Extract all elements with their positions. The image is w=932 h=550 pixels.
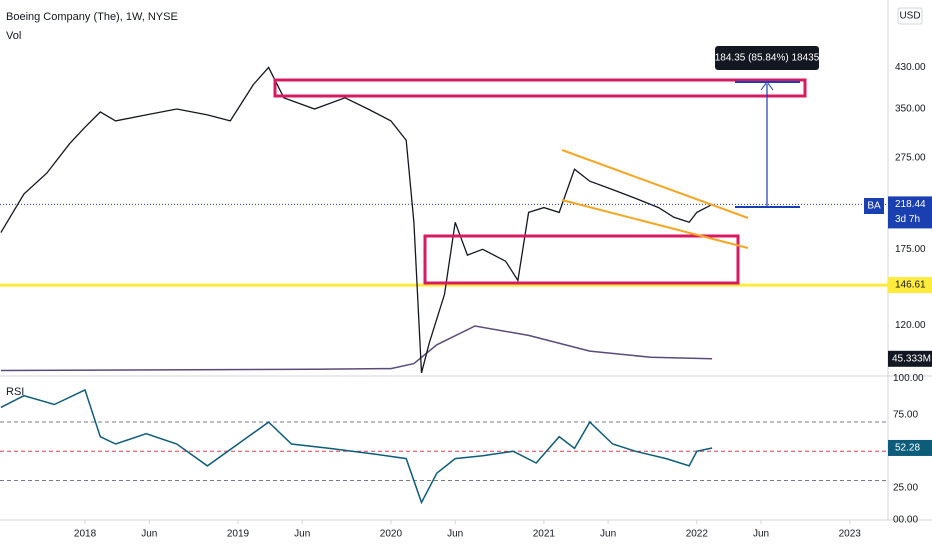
- rsi-tag: [888, 439, 932, 456]
- x-tick-label: 2023: [839, 529, 862, 540]
- x-tick-label: Jun: [141, 529, 157, 540]
- x-tick-label: Jun: [294, 529, 310, 540]
- series-line: [0, 388, 713, 505]
- price-tag: [888, 196, 932, 229]
- support-value: 146.61: [895, 280, 926, 291]
- y-tick-label: 430.00: [895, 62, 926, 73]
- rsi-value: 52.28: [895, 443, 920, 454]
- ticker: BA: [867, 201, 881, 212]
- currency: USD: [899, 11, 920, 22]
- support-tag: [888, 277, 932, 294]
- y-tick-label: 350.00: [895, 104, 926, 115]
- rsi-tick-label: 00.00: [893, 515, 918, 526]
- x-tick-label: 2020: [380, 529, 403, 540]
- currency-box: [897, 7, 923, 25]
- volume-tag: [888, 350, 932, 367]
- rsi-tick-label: 100.00: [893, 373, 924, 384]
- measure-box: [715, 46, 819, 70]
- x-tick-label: 2021: [533, 529, 556, 540]
- volume-title: Vol: [6, 30, 21, 42]
- symbol: Boeing Company (The), 1W, NYSE: [6, 11, 178, 23]
- rsi-tick-label: 25.00: [893, 482, 918, 493]
- y-tick-label: 175.00: [895, 244, 926, 255]
- countdown: 3d 7h: [895, 214, 920, 225]
- x-tick-label: Jun: [600, 529, 616, 540]
- y-tick-label: 275.00: [895, 152, 926, 163]
- series-line: [0, 325, 713, 372]
- ticker-tag: [864, 198, 884, 214]
- price-axis: [888, 0, 932, 550]
- channel-line: [561, 149, 749, 219]
- x-tick-label: 2018: [74, 529, 97, 540]
- x-tick-label: 2022: [686, 529, 709, 540]
- rsi-title: RSI: [6, 386, 24, 398]
- x-tick-label: 2019: [227, 529, 250, 540]
- support-box: [423, 234, 740, 285]
- last-price: 218.44: [895, 199, 926, 210]
- volume-value: 45.333M: [892, 353, 931, 364]
- series-line: [0, 66, 713, 374]
- measure-label: 184.35 (85.84%) 18435: [715, 53, 820, 64]
- resistance-box: [273, 78, 807, 98]
- channel-line: [561, 199, 749, 249]
- x-tick-label: Jun: [753, 529, 769, 540]
- y-tick-label: 120.00: [895, 320, 926, 331]
- rsi-tick-label: 75.00: [893, 409, 918, 420]
- x-tick-label: Jun: [447, 529, 463, 540]
